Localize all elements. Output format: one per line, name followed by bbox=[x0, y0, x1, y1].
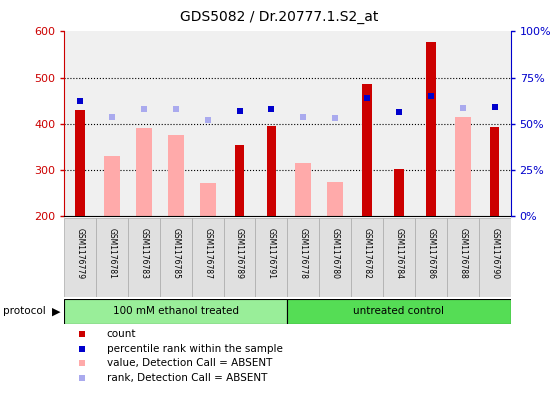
Bar bbox=[351, 218, 383, 297]
Text: GSM1176783: GSM1176783 bbox=[140, 228, 148, 279]
Text: value, Detection Call = ABSENT: value, Detection Call = ABSENT bbox=[107, 358, 272, 369]
Bar bbox=[383, 218, 415, 297]
Text: GSM1176788: GSM1176788 bbox=[458, 228, 467, 278]
Text: GSM1176785: GSM1176785 bbox=[171, 228, 180, 279]
Bar bbox=[319, 218, 351, 297]
Bar bbox=[394, 169, 404, 216]
Bar bbox=[447, 218, 479, 297]
Bar bbox=[75, 110, 85, 216]
Text: GSM1176778: GSM1176778 bbox=[299, 228, 308, 279]
Bar bbox=[64, 218, 96, 297]
Bar bbox=[192, 218, 224, 297]
Text: GSM1176780: GSM1176780 bbox=[331, 228, 340, 279]
Text: GSM1176790: GSM1176790 bbox=[490, 228, 499, 279]
Text: percentile rank within the sample: percentile rank within the sample bbox=[107, 344, 282, 354]
Bar bbox=[128, 218, 160, 297]
Bar bbox=[224, 218, 256, 297]
Bar bbox=[295, 163, 311, 216]
Bar bbox=[267, 126, 276, 216]
Text: GSM1176779: GSM1176779 bbox=[76, 228, 85, 279]
Text: GDS5082 / Dr.20777.1.S2_at: GDS5082 / Dr.20777.1.S2_at bbox=[180, 10, 378, 24]
Bar bbox=[104, 156, 120, 216]
Text: untreated control: untreated control bbox=[353, 307, 445, 316]
Bar bbox=[287, 218, 319, 297]
Text: GSM1176784: GSM1176784 bbox=[395, 228, 403, 279]
Bar bbox=[287, 299, 511, 324]
Bar bbox=[455, 117, 471, 216]
Bar bbox=[96, 218, 128, 297]
Bar bbox=[415, 218, 447, 297]
Text: protocol: protocol bbox=[3, 307, 46, 316]
Text: 100 mM ethanol treated: 100 mM ethanol treated bbox=[113, 307, 239, 316]
Text: ▶: ▶ bbox=[51, 307, 60, 316]
Bar bbox=[479, 218, 511, 297]
Text: GSM1176786: GSM1176786 bbox=[426, 228, 435, 279]
Text: GSM1176781: GSM1176781 bbox=[108, 228, 117, 278]
Text: GSM1176789: GSM1176789 bbox=[235, 228, 244, 279]
Bar bbox=[235, 145, 244, 216]
Text: rank, Detection Call = ABSENT: rank, Detection Call = ABSENT bbox=[107, 373, 267, 383]
Bar bbox=[256, 218, 287, 297]
Text: GSM1176787: GSM1176787 bbox=[203, 228, 212, 279]
Bar bbox=[64, 299, 287, 324]
Bar bbox=[136, 129, 152, 216]
Text: GSM1176782: GSM1176782 bbox=[363, 228, 372, 278]
Bar bbox=[168, 135, 184, 216]
Bar bbox=[426, 42, 436, 216]
Bar bbox=[327, 182, 343, 216]
Bar bbox=[490, 127, 499, 216]
Bar bbox=[200, 183, 215, 216]
Text: GSM1176791: GSM1176791 bbox=[267, 228, 276, 279]
Text: count: count bbox=[107, 329, 136, 339]
Bar bbox=[160, 218, 192, 297]
Bar bbox=[362, 84, 372, 216]
